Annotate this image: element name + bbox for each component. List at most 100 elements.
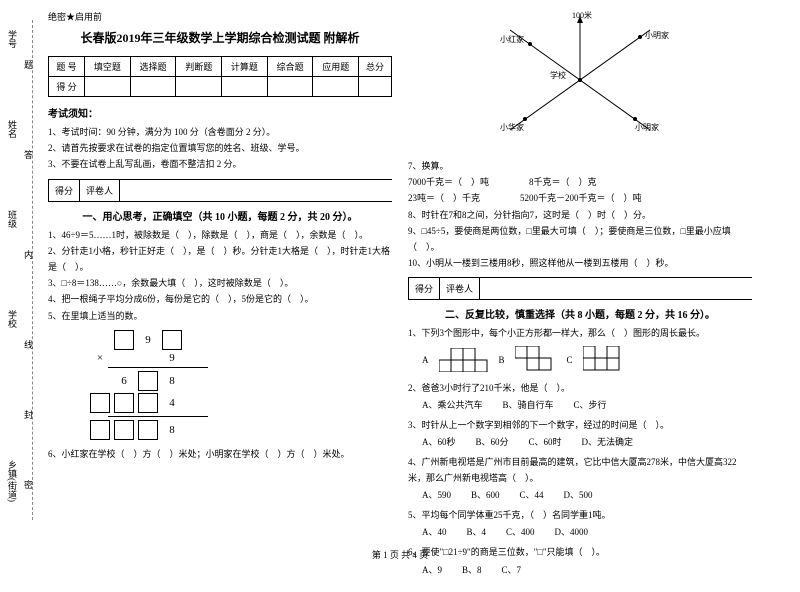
shape-b: [515, 346, 557, 374]
direction-diagram: 100米 小红家 小明家 学校 小华家 小明家: [480, 10, 680, 150]
table-row: 题 号 填空题 选择题 判断题 计算题 综合题 应用题 总分: [49, 57, 392, 77]
cell: 得 分: [49, 77, 85, 97]
opt-a-label: A: [422, 355, 429, 365]
question-7: 7、换算。: [408, 158, 752, 174]
notice-title: 考试须知：: [48, 105, 392, 120]
question-6: 6、小红家在学校（ ）方（ ）米处；小明家在学校（ ）方（ ）米处。: [48, 446, 392, 462]
opt: D、无法确定: [582, 435, 634, 448]
opt: C、44: [520, 488, 544, 501]
seal-seg: 密: [22, 480, 35, 489]
diagram-label: 学校: [550, 70, 566, 81]
opt: B、600: [471, 488, 500, 501]
q7d: 5200千克－200千克＝（ ）吨: [520, 190, 642, 206]
cell: 计算题: [222, 57, 268, 77]
seal-seg: 封: [22, 410, 35, 419]
question-10: 10、小明从一楼到三楼用8秒，照这样他从一楼到五楼用（ ）秒。: [408, 255, 752, 271]
scorer-box: 得分 评卷人: [408, 277, 752, 300]
cell: [313, 77, 359, 97]
score-label: 得分: [408, 278, 440, 299]
question-2: 2、分针走1小格，秒针正好走（ ），是（ ）秒。分针走1大格是（ ），时针走1大…: [48, 243, 392, 275]
s2-q5: 5、平均每个同学体重25千克，（ ）名同学重1吨。: [408, 507, 752, 523]
opt: C、60时: [529, 435, 562, 448]
binding-dashed-line: [32, 20, 33, 520]
scorer-box: 得分 评卷人: [48, 179, 392, 202]
page-footer: 第 1 页 共 4 页: [0, 548, 800, 561]
diagram-label: 小华家: [500, 122, 524, 133]
grader-label: 评卷人: [440, 278, 480, 299]
binding-label: 学校: [6, 310, 19, 328]
opt: C、步行: [574, 398, 607, 411]
digit: 6: [114, 375, 134, 387]
grid-box: [138, 393, 158, 413]
secrecy-tag: 绝密★启用前: [48, 10, 392, 23]
calc-line: [108, 367, 208, 368]
opt: C、400: [506, 525, 535, 538]
opt: A、60秒: [422, 435, 456, 448]
diagram-label: 小红家: [500, 34, 524, 45]
s2-q3: 3、时针从上一个数字到相邻的下一个数字，经过的时间是（ ）。: [408, 417, 752, 433]
opt-c-label: C: [567, 355, 573, 365]
digit: 9: [162, 352, 182, 364]
section2-title: 二、反复比较，慎重选择（共 8 小题，每题 2 分，共 16 分）。: [408, 306, 752, 321]
cell: 综合题: [267, 57, 313, 77]
s2-q2-opts: A、乘公共汽车 B、骑自行车 C、步行: [422, 398, 752, 411]
table-row: 得 分: [49, 77, 392, 97]
exam-title: 长春版2019年三年级数学上学期综合检测试题 附解析: [48, 29, 392, 46]
seal-seg: 答: [22, 150, 35, 159]
s2-q1: 1、下列3个图形中，每个小正方形都一样大，那么（ ）图形的周长最长。: [408, 325, 752, 341]
score-table: 题 号 填空题 选择题 判断题 计算题 综合题 应用题 总分 得 分: [48, 56, 392, 97]
cell: 应用题: [313, 57, 359, 77]
grid-box: [114, 330, 134, 350]
opt: B、骑自行车: [503, 398, 554, 411]
shape-a: [439, 348, 489, 372]
cell: [222, 77, 268, 97]
shape-c: [583, 346, 625, 374]
cell: [267, 77, 313, 97]
grader-label: 评卷人: [80, 180, 120, 201]
cell: 总分: [359, 57, 392, 77]
grid-box: [90, 420, 110, 440]
grid-box: [138, 420, 158, 440]
opt-b-label: B: [499, 355, 505, 365]
grid-box: [114, 393, 134, 413]
cell: [176, 77, 222, 97]
binding-label: 班级: [6, 210, 19, 228]
diagram-label: 100米: [572, 10, 592, 21]
cell: 选择题: [130, 57, 176, 77]
cell: 判断题: [176, 57, 222, 77]
q7c: 23吨＝（ ）千克: [408, 190, 480, 206]
grid-box: [138, 371, 158, 391]
opt: B、60分: [476, 435, 509, 448]
digit: 9: [138, 334, 158, 346]
opt: A、590: [422, 488, 451, 501]
opt: D、500: [564, 488, 593, 501]
opt: A、40: [422, 525, 447, 538]
digit: 8: [162, 375, 182, 387]
cell: [130, 77, 176, 97]
cell: [359, 77, 392, 97]
score-label: 得分: [48, 180, 80, 201]
seal-seg: 内: [22, 250, 35, 259]
shape-options: A B C: [422, 346, 752, 374]
section1-title: 一、用心思考，正确填空（共 10 小题，每题 2 分，共 20 分）。: [48, 208, 392, 223]
right-column: 100米 小红家 小明家 学校 小华家 小明家 7、换算。 7000千克＝（ ）…: [400, 10, 760, 582]
binding-margin: 学号 姓名 班级 学校 乡镇(街道) 题 答 内 线 封 密: [0, 0, 35, 565]
binding-label: 姓名: [6, 120, 19, 138]
cell: 填空题: [85, 57, 131, 77]
s2-q3-opts: A、60秒 B、60分 C、60时 D、无法确定: [422, 435, 752, 448]
q7-row: 23吨＝（ ）千克 5200千克－200千克＝（ ）吨: [408, 190, 752, 206]
question-9: 9、□45÷5，要使商是两位数，□里最大可填（ ）；要使商是三位数，□里最小应填…: [408, 223, 752, 255]
notice-list: 1、考试时间：90 分钟，满分为 100 分（含卷面分 2 分）。 2、请首先按…: [48, 124, 392, 173]
diagram-label: 小明家: [645, 30, 669, 41]
op-sign: ×: [90, 352, 110, 364]
q7a: 7000千克＝（ ）吨: [408, 174, 489, 190]
q7b: 8千克＝（ ）克: [529, 174, 597, 190]
seal-seg: 题: [22, 60, 35, 69]
left-column: 绝密★启用前 长春版2019年三年级数学上学期综合检测试题 附解析 题 号 填空…: [40, 10, 400, 582]
cell: [85, 77, 131, 97]
binding-label: 乡镇(街道): [6, 460, 19, 502]
question-5: 5、在里填上适当的数。: [48, 308, 392, 324]
digit: 4: [162, 397, 182, 409]
multiplication-grid: 9 × 9 6 8 4: [88, 330, 392, 440]
question-1: 1、46÷9＝5……1时，被除数是（ ），除数是（ ），商是（ ），余数是（ ）…: [48, 227, 392, 243]
